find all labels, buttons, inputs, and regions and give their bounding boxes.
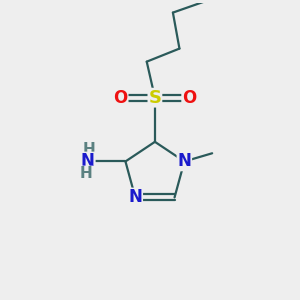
Text: O: O xyxy=(113,89,128,107)
Text: H: H xyxy=(83,142,96,158)
Text: N: N xyxy=(128,188,142,206)
Text: S: S xyxy=(148,89,161,107)
Text: O: O xyxy=(182,89,196,107)
Text: N: N xyxy=(177,152,191,170)
Text: H: H xyxy=(80,167,93,182)
Text: N: N xyxy=(81,152,95,170)
